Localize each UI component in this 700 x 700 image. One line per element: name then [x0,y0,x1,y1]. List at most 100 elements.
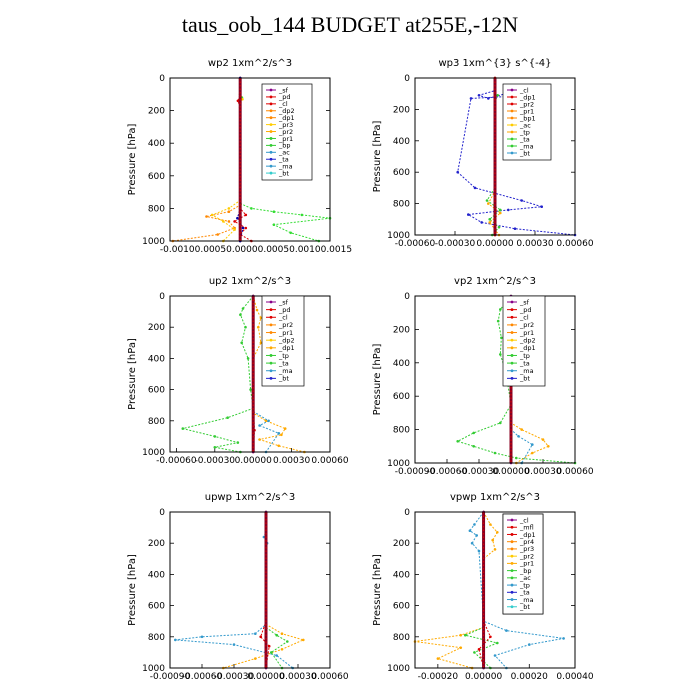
legend-marker [510,547,514,551]
legend-marker [510,323,514,327]
data-point [500,336,503,340]
x-tick-label: -0.00090 [150,672,191,682]
legend-marker [510,109,514,113]
legend-entry: _sf [519,298,530,306]
y-tick-label: 200 [148,539,165,549]
data-point [277,444,281,448]
data-point [497,225,501,229]
data-point [181,427,185,430]
legend-entry: _ma [519,142,534,150]
data-point [241,307,245,310]
data-point [254,657,257,660]
legend-marker [510,540,514,544]
data-point [459,646,463,649]
y-tick-label: 0 [404,508,410,518]
legend-marker [269,164,273,168]
data-point [275,654,279,657]
data-point [475,534,479,537]
data-point [277,432,281,435]
legend-entry: _dp2 [278,336,295,344]
data-point [515,456,518,460]
panel-title: up2 1xm^2/s^3 [209,276,291,287]
legend-marker [510,518,514,522]
x-tick-label: 0.00000 [247,672,284,682]
legend-entry: _sf [278,86,289,94]
legend-entry: _ta [519,359,530,367]
legend-marker [510,137,514,141]
data-point [496,641,499,645]
legend-marker [269,123,273,127]
legend-marker [510,130,514,134]
x-tick-label: -0.00060 [182,672,223,682]
legend-marker [510,554,514,558]
data-point [485,199,489,202]
panel-title: wp2 1xm^2/s^3 [208,58,292,69]
y-tick-label: 200 [393,539,410,549]
x-tick-label: 0.00030 [516,239,553,249]
data-point [240,341,243,345]
legend-marker [269,150,273,154]
y-tick-label: 0 [159,292,165,302]
legend-marker [510,346,514,350]
x-tick-label: 0.00000 [465,672,502,682]
y-tick-label: 400 [393,359,410,369]
legend-marker [269,143,273,147]
series-line-tp [457,78,576,236]
data-point [488,221,492,224]
x-tick-label: -0.00100.00050.00000.00050.00100.0015 [160,245,352,255]
x-tick-label: -0.00020 [418,672,459,682]
chart-panel-6: vpwp 1xm^2/s^3 Pressure [hPa] 0 200 400 600 80… [372,492,594,682]
y-tick-label: 600 [148,386,165,396]
plot-frame [169,295,331,453]
data-point [246,357,250,360]
data-point [236,441,240,444]
data-point [250,207,253,210]
legend-entry: _bt [519,603,530,611]
legend-entry: _cl [278,314,288,322]
legend-marker [269,300,273,304]
legend-entry: _dp1 [278,344,295,352]
data-point [477,648,481,651]
data-point [264,419,268,423]
legend-marker [510,369,514,373]
y-tick-label: 600 [148,602,165,612]
data-point [491,538,495,542]
data-point [540,205,543,208]
legend-marker [269,95,273,99]
data-point [255,308,259,312]
data-point [233,228,236,231]
y-tick-label: 1000 [142,448,165,458]
data-point [531,443,534,446]
data-point [477,549,481,553]
legend-entry: _pr1 [519,107,534,115]
data-point [468,529,472,532]
y-tick-label: 800 [148,204,165,214]
legend-entry: _dp1 [278,114,295,122]
legend-marker [510,569,514,573]
legend-entry: _pr2 [519,321,534,329]
legend-marker [510,102,514,106]
data-point [472,445,476,448]
legend-marker [269,137,273,140]
data-point [467,213,470,216]
legend: _sf_pd_cl_pr2_pr1_dp2_dp1_tp_ta_ma_bt [502,295,546,387]
data-point [470,541,474,545]
data-point [267,419,270,423]
legend-marker [510,331,514,334]
data-point [473,186,477,190]
legend-entry: _ta [519,135,530,143]
data-point [507,208,510,212]
data-point [499,211,502,215]
legend-marker [510,144,514,148]
data-point [236,99,240,103]
legend-marker [510,376,514,380]
legend-marker [510,525,514,529]
data-point [249,388,252,391]
legend-entry: _ac [278,149,290,157]
legend-marker [510,151,514,155]
chart-panel-4: vp2 1xm^2/s^3 Pressure [hPa] 0 200 400 600 800… [372,276,594,477]
y-axis-label: Pressure [hPa] [372,554,383,626]
legend: _sf_pd_cl_dp2_dp1_pr3_pr2_pr1_bp_ac_ta_m… [261,83,313,181]
y-tick-label: 400 [393,570,410,580]
